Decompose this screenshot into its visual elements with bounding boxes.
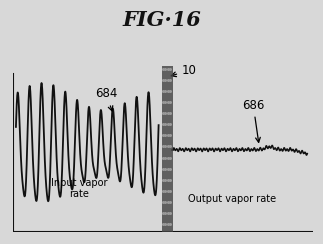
Text: 10: 10: [171, 64, 197, 77]
Text: Input vapor
rate: Input vapor rate: [51, 178, 107, 199]
Bar: [162, 66, 173, 232]
Text: 684: 684: [95, 88, 117, 111]
Text: 686: 686: [242, 99, 265, 142]
Text: Output vapor rate: Output vapor rate: [188, 194, 276, 203]
Text: FIG·16: FIG·16: [122, 10, 201, 30]
